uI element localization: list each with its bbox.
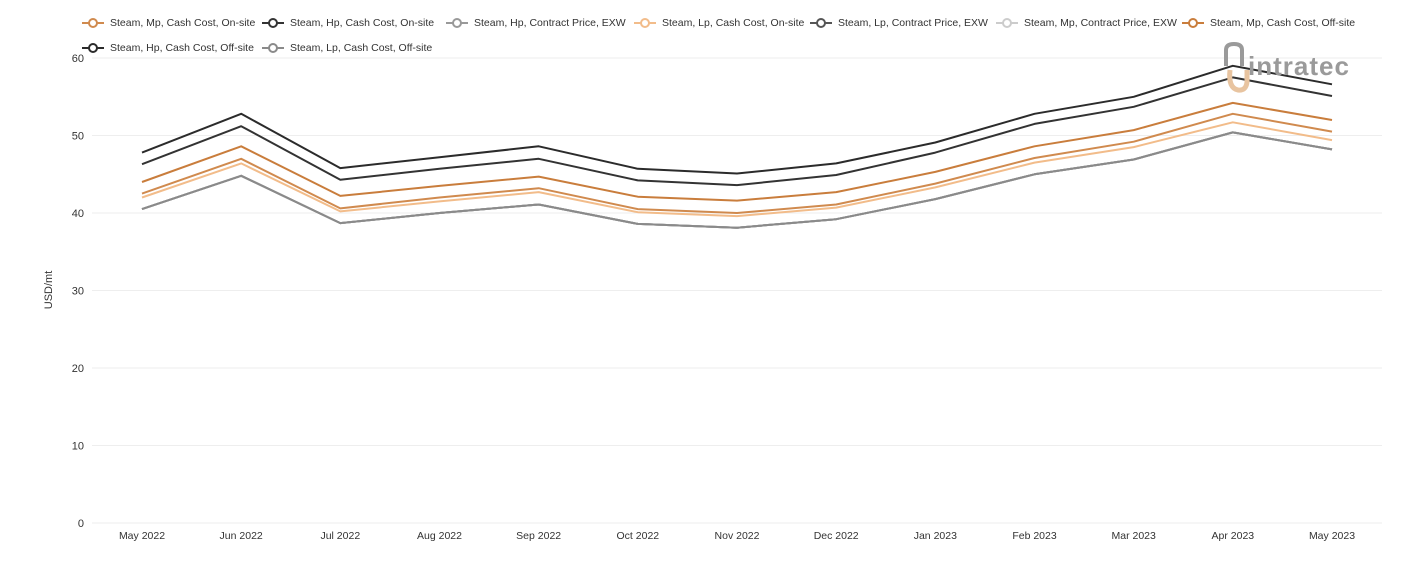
legend-swatch-icon: [810, 17, 832, 29]
y-tick-label: 30: [72, 286, 84, 298]
legend-swatch-icon: [634, 17, 656, 29]
legend-item[interactable]: Steam, Lp, Contract Price, EXW: [810, 12, 988, 34]
legend-item[interactable]: Steam, Hp, Contract Price, EXW: [446, 12, 626, 34]
series-line-8: [141, 131, 1333, 229]
legend-swatch-icon: [262, 17, 284, 29]
x-tick-label: Jun 2022: [220, 530, 263, 542]
y-tick-label: 10: [72, 441, 84, 453]
legend-item[interactable]: Steam, Mp, Cash Cost, On-site: [82, 12, 255, 34]
legend-item[interactable]: Steam, Hp, Cash Cost, Off-site: [82, 37, 254, 59]
x-tick-label: Dec 2022: [814, 530, 859, 542]
x-tick-label: Feb 2023: [1012, 530, 1057, 542]
y-axis: 0 10 20 30 40 50 60: [72, 53, 84, 530]
legend-label: Steam, Mp, Cash Cost, On-site: [110, 17, 256, 29]
legend-label: Steam, Lp, Cash Cost, Off-site: [290, 42, 433, 54]
y-tick-label: 50: [72, 131, 84, 143]
y-tick-label: 20: [72, 363, 84, 375]
y-axis-label: USD/mt: [43, 271, 55, 310]
x-tick-label: Nov 2022: [715, 530, 760, 542]
y-tick-label: 0: [78, 518, 84, 530]
x-tick-label: Mar 2023: [1111, 530, 1156, 542]
x-tick-label: May 2022: [119, 530, 165, 542]
x-tick-label: Sep 2022: [516, 530, 561, 542]
x-tick-label: Jan 2023: [914, 530, 957, 542]
x-tick-label: Aug 2022: [417, 530, 462, 542]
legend-item[interactable]: Steam, Mp, Cash Cost, Off-site: [1182, 12, 1355, 34]
gridlines: [92, 57, 1382, 524]
legend-swatch-icon: [1182, 17, 1204, 29]
legend-swatch-icon: [82, 42, 104, 54]
series-line-7: [141, 64, 1333, 175]
y-tick-label: 40: [72, 208, 84, 220]
legend-label: Steam, Lp, Cash Cost, On-site: [662, 17, 805, 29]
series-line-3: [141, 121, 1333, 218]
x-tick-label: Jul 2022: [320, 530, 360, 542]
legend-swatch-icon: [262, 42, 284, 54]
legend-swatch-icon: [446, 17, 468, 29]
legend-label: Steam, Mp, Contract Price, EXW: [1024, 17, 1177, 29]
legend-label: Steam, Mp, Cash Cost, Off-site: [1210, 17, 1356, 29]
intratec-logo: intratec: [1224, 42, 1350, 93]
legend-label: Steam, Hp, Contract Price, EXW: [474, 17, 626, 29]
x-tick-label: May 2023: [1309, 530, 1355, 542]
legend-label: Steam, Hp, Cash Cost, On-site: [290, 17, 435, 29]
legend-item[interactable]: Steam, Lp, Cash Cost, Off-site: [262, 37, 432, 59]
legend-swatch-icon: [996, 17, 1018, 29]
series-line-0: [141, 112, 1333, 214]
legend-label: Steam, Hp, Cash Cost, Off-site: [110, 42, 254, 54]
legend-item[interactable]: Steam, Mp, Contract Price, EXW: [996, 12, 1177, 34]
series-lines: [141, 64, 1333, 229]
legend-swatch-icon: [82, 17, 104, 29]
x-tick-label: Apr 2023: [1212, 530, 1255, 542]
logo-text: intratec: [1248, 51, 1350, 81]
legend-item[interactable]: Steam, Hp, Cash Cost, On-site: [262, 12, 434, 34]
x-tick-label: Oct 2022: [617, 530, 660, 542]
y-tick-label: 60: [72, 53, 84, 65]
series-line-6: [141, 101, 1333, 202]
legend-label: Steam, Lp, Contract Price, EXW: [838, 17, 988, 29]
x-axis: May 2022 Jun 2022 Jul 2022 Aug 2022 Sep 2022…: [119, 530, 1355, 542]
logo-mark-icon: [1224, 42, 1250, 93]
legend-item[interactable]: Steam, Lp, Cash Cost, On-site: [634, 12, 804, 34]
series-line-1: [141, 76, 1333, 187]
